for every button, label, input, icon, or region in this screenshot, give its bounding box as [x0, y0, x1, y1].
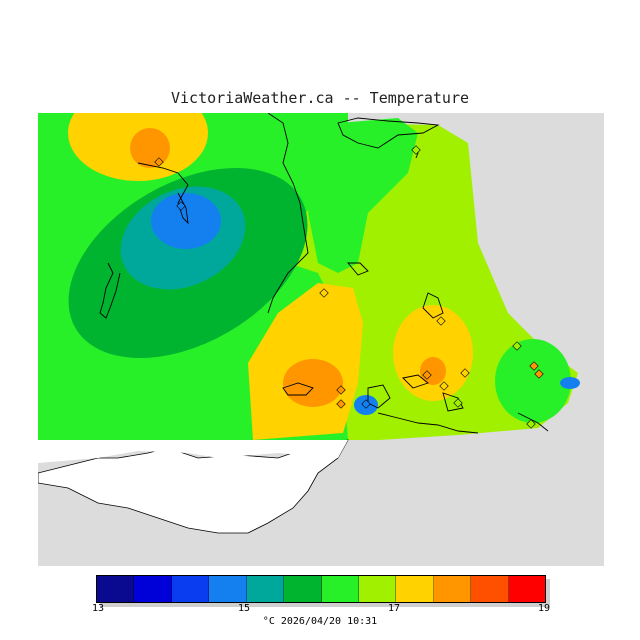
legend-swatch — [508, 576, 546, 602]
land-south — [37, 439, 349, 534]
station-marker[interactable] — [154, 157, 164, 167]
legend-caption: °C 2026/04/20 10:31 — [262, 616, 378, 627]
station-marker[interactable] — [176, 201, 186, 211]
legend-color-bar — [96, 575, 546, 603]
legend-swatch — [209, 576, 247, 602]
legend-swatch — [321, 576, 359, 602]
map-title: VictoriaWeather.ca -- Temperature — [170, 89, 469, 107]
legend-swatch — [396, 576, 434, 602]
legend-tick-15: 15 — [238, 603, 251, 614]
station-marker[interactable] — [436, 316, 446, 326]
temperature-map[interactable] — [37, 85, 604, 566]
legend-swatch — [284, 576, 322, 602]
temperature-contour-map — [37, 85, 604, 566]
station-marker[interactable] — [439, 381, 449, 391]
legend-swatch — [433, 576, 472, 602]
station-marker[interactable] — [529, 361, 539, 371]
station-marker[interactable] — [453, 398, 463, 408]
legend-swatch — [134, 576, 172, 602]
station-marker[interactable] — [512, 341, 522, 351]
legend-swatch — [97, 576, 135, 602]
legend-swatch — [358, 576, 397, 602]
station-marker[interactable] — [336, 399, 346, 409]
legend-tick-13: 13 — [92, 603, 105, 614]
temperature-legend — [96, 575, 550, 607]
coastlines — [99, 112, 549, 434]
station-marker[interactable] — [336, 385, 346, 395]
station-marker[interactable] — [411, 145, 421, 155]
station-marker[interactable] — [460, 368, 470, 378]
station-marker[interactable] — [526, 419, 536, 429]
land-south-top — [38, 440, 348, 463]
legend-swatch — [171, 576, 210, 602]
station-marker[interactable] — [422, 370, 432, 380]
station-marker[interactable] — [319, 288, 329, 298]
legend-tick-19: 19 — [538, 603, 551, 614]
legend-swatch — [471, 576, 509, 602]
contour-field — [38, 85, 604, 440]
station-marker[interactable] — [534, 369, 544, 379]
legend-swatch — [246, 576, 285, 602]
station-marker[interactable] — [361, 399, 371, 409]
weather-stations — [154, 145, 544, 429]
legend-tick-17: 17 — [388, 603, 401, 614]
